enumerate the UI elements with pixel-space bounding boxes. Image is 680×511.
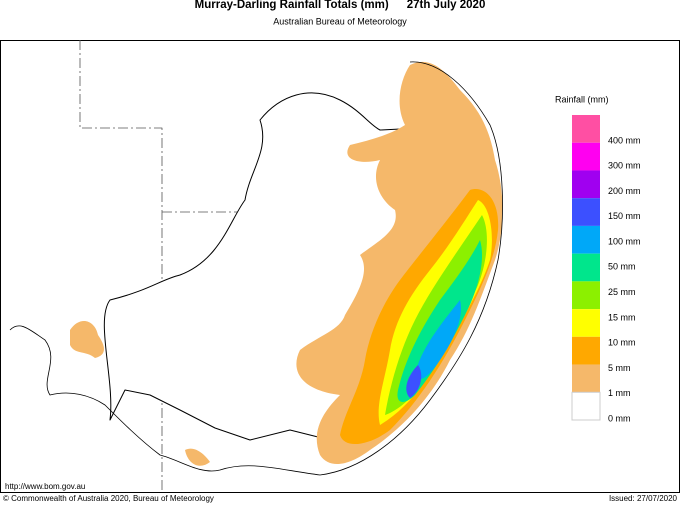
legend-label: 100 mm — [608, 236, 641, 246]
rain-zone-150mm — [406, 365, 422, 398]
legend-label: 300 mm — [608, 161, 641, 171]
legend-label: 25 mm — [608, 287, 636, 297]
rain-zone-50mm — [397, 240, 483, 402]
legend-swatch — [571, 391, 601, 421]
subtitle: Australian Bureau of Meteorology — [273, 16, 407, 26]
legend-label: 15 mm — [608, 312, 636, 322]
legend-label: 0 mm — [608, 413, 631, 423]
rain-zone-100mm — [415, 300, 461, 380]
footer-issued: Issued: 27/07/2020 — [609, 494, 678, 503]
legend-swatch — [572, 281, 600, 310]
legend-label: 50 mm — [608, 262, 636, 272]
legend: 400 mm 300 mm 200 mm 150 mm 100 mm 50 mm 25 mm… — [571, 115, 641, 423]
footer-url: http://www.bom.gov.au — [5, 482, 85, 491]
map-title: Murray-Darling Rainfall Totals (mm) 27th … — [195, 0, 486, 11]
legend-label: 1 mm — [608, 388, 631, 398]
title-text: Murray-Darling Rainfall Totals (mm) — [195, 0, 389, 11]
legend-label: 5 mm — [608, 363, 631, 373]
legend-label: 200 mm — [608, 186, 641, 196]
title-date: 27th July 2020 — [407, 0, 486, 11]
rain-zone-vic — [185, 448, 210, 466]
legend-swatch — [572, 142, 600, 171]
legend-swatch — [572, 336, 600, 365]
legend-swatch — [572, 198, 600, 226]
legend-swatch — [572, 115, 600, 143]
legend-title: Rainfall (mm) — [555, 94, 609, 104]
rain-zone-1mm — [296, 61, 503, 465]
legend-swatch — [572, 253, 600, 282]
rain-zone-sa — [70, 320, 104, 358]
legend-swatch — [572, 309, 600, 337]
legend-swatch — [572, 170, 600, 199]
legend-swatch — [572, 225, 600, 254]
legend-label: 150 mm — [608, 211, 641, 221]
legend-label: 10 mm — [608, 338, 636, 348]
legend-label: 400 mm — [608, 135, 641, 145]
footer-copyright: © Commonwealth of Australia 2020, Bureau… — [3, 494, 214, 503]
coastline — [9, 61, 503, 476]
legend-swatch — [572, 364, 600, 393]
map-area — [9, 40, 503, 490]
